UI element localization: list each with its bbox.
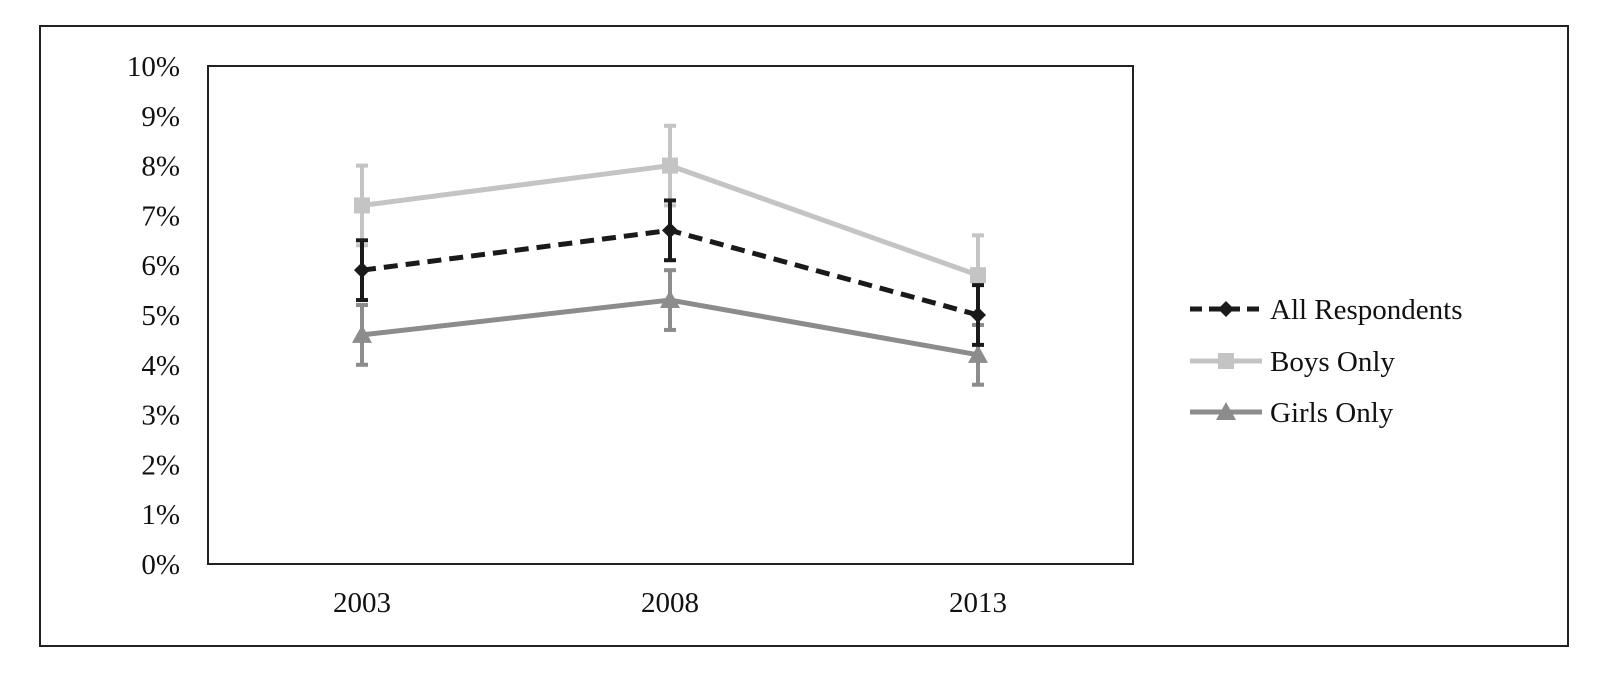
data-point-boys-only [354, 197, 370, 214]
y-tick-label: 10% [127, 51, 180, 83]
legend-item-all-respondents: All Respondents [1190, 294, 1463, 326]
y-tick-label: 1% [141, 499, 180, 531]
data-point-boys-only [662, 157, 678, 174]
legend-item-boys-only: Boys Only [1190, 346, 1395, 378]
legend-marker-girls-only [1216, 402, 1236, 420]
data-point-all-respondents [662, 222, 678, 239]
legend-label-all-respondents: All Respondents [1270, 294, 1463, 326]
data-point-all-respondents [354, 262, 370, 279]
legend-label-girls-only: Girls Only [1270, 397, 1394, 429]
y-tick-label: 4% [141, 350, 180, 382]
y-tick-label: 0% [141, 549, 180, 581]
y-axis-ticks: 0% 1% 2% 3% 4% 5% 6% 7% 8% 9% 10% [127, 51, 180, 581]
y-tick-label: 9% [141, 101, 180, 133]
x-tick-label: 2008 [641, 587, 699, 619]
y-tick-label: 6% [141, 250, 180, 282]
x-tick-label: 2003 [333, 587, 391, 619]
data-point-all-respondents [970, 307, 986, 323]
series-girls-only [352, 268, 988, 387]
legend-item-girls-only: Girls Only [1190, 397, 1394, 429]
y-tick-label: 5% [141, 300, 180, 332]
legend-marker-boys-only [1218, 353, 1234, 369]
y-tick-label: 7% [141, 200, 180, 232]
data-point-girls-only [660, 290, 680, 309]
series-all-respondents [354, 198, 986, 347]
data-point-boys-only [970, 267, 986, 284]
legend-label-boys-only: Boys Only [1270, 346, 1395, 378]
x-axis-ticks: 2003 2008 2013 [333, 587, 1007, 619]
legend: All Respondents Boys Only Girls Only [1190, 294, 1463, 429]
y-tick-label: 8% [141, 151, 180, 183]
data-point-girls-only [352, 324, 372, 343]
legend-marker-all-respondents [1218, 301, 1234, 317]
y-tick-label: 3% [141, 400, 180, 432]
data-point-girls-only [968, 344, 988, 363]
y-tick-label: 2% [141, 449, 180, 481]
x-tick-label: 2013 [949, 587, 1007, 619]
series-layer [352, 123, 988, 387]
